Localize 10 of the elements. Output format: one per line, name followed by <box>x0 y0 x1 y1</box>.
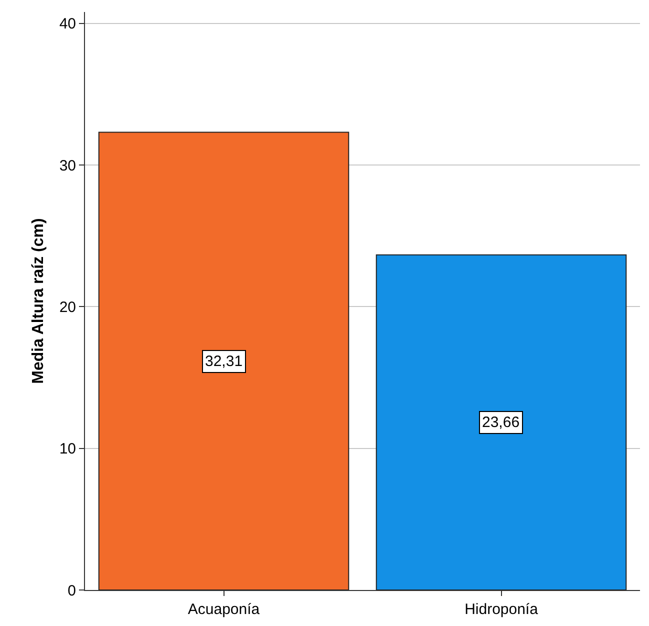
x-tick-label: Acuaponía <box>188 601 260 618</box>
y-tick-label: 0 <box>68 582 76 600</box>
x-tick-label: Hidroponía <box>464 601 539 618</box>
y-tick-label: 10 <box>59 440 76 458</box>
data-label: 23,66 <box>482 414 520 431</box>
data-label: 32,31 <box>205 353 243 370</box>
y-axis-title: Media Altura raíz (cm) <box>30 218 47 384</box>
y-tick-label: 20 <box>59 298 76 316</box>
y-tick-label: 30 <box>59 157 76 174</box>
y-tick-label: 40 <box>59 16 76 33</box>
